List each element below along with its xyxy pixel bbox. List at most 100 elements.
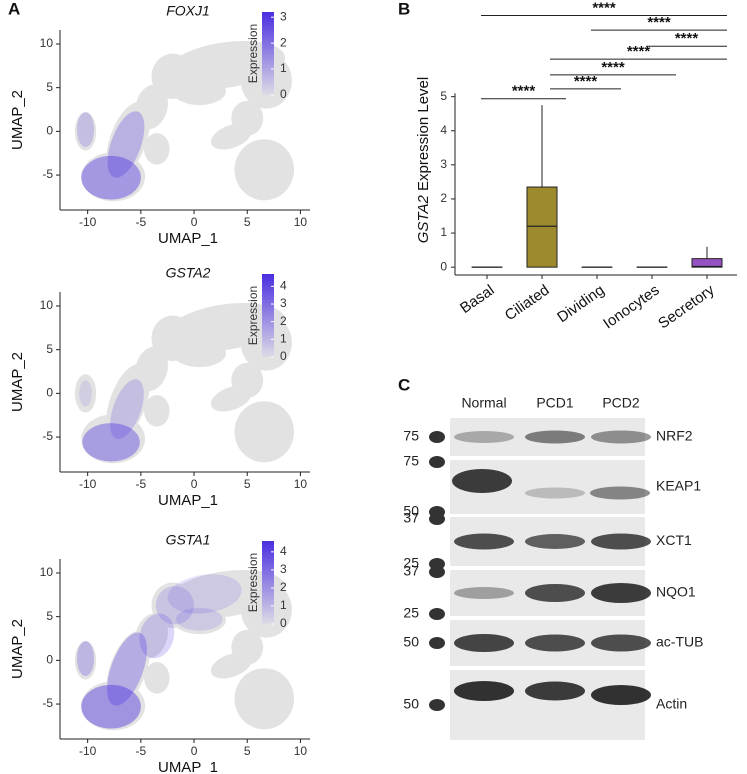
band: [454, 587, 514, 599]
marker-label: 25: [403, 555, 419, 571]
cell-cloud: [231, 629, 264, 665]
band: [525, 634, 585, 652]
y-tick-label: -5: [42, 429, 53, 443]
cell-cloud: [74, 374, 97, 413]
marker-label: 37: [403, 510, 419, 526]
expression-cloud: [167, 574, 242, 614]
expression-cloud: [155, 586, 195, 625]
significance-label: ****: [574, 73, 598, 90]
y-tick-label: 0: [46, 386, 53, 400]
band: [525, 534, 585, 549]
y-axis-label: UMAP_2: [9, 352, 26, 412]
marker-label: 75: [403, 453, 419, 469]
y-tick-label: 0: [440, 259, 447, 273]
band: [525, 430, 585, 444]
y-tick-label: 5: [46, 80, 53, 94]
colorbar-tick-label: 2: [280, 580, 287, 594]
cell-cloud: [172, 606, 226, 635]
cell-cloud: [144, 133, 170, 165]
colorbar-tick-label: 2: [280, 314, 287, 328]
y-tick-label: 5: [440, 89, 447, 103]
cell-cloud: [134, 613, 168, 659]
colorbar-label: Expression: [246, 24, 260, 83]
band: [454, 634, 514, 652]
cell-cloud: [74, 112, 97, 151]
colorbar-tick-label: 2: [280, 35, 287, 49]
x-tick-label: -10: [79, 477, 97, 491]
x-tick-label: -10: [79, 744, 97, 758]
colorbar-tick-label: 3: [280, 562, 287, 576]
band: [591, 430, 651, 444]
marker-dot: [429, 456, 445, 468]
cell-cloud: [134, 84, 168, 130]
marker-dot: [429, 566, 445, 578]
colorbar-tick-label: 1: [280, 598, 287, 612]
x-tick-label: -10: [79, 215, 97, 229]
marker-label: 25: [403, 605, 419, 621]
x-tick-label: 5: [244, 215, 251, 229]
x-tick-label: Secretory: [655, 281, 718, 332]
lane-label: Normal: [461, 395, 506, 411]
y-tick-label: 0: [46, 653, 53, 667]
significance-label: ****: [627, 43, 651, 60]
x-tick-label: -5: [136, 477, 147, 491]
x-tick-label: -5: [136, 744, 147, 758]
lane-label: PCD2: [602, 395, 640, 411]
panel-label: C: [398, 375, 410, 394]
cell-cloud: [144, 395, 170, 427]
marker-dot: [429, 431, 445, 443]
marker-dot: [429, 699, 445, 711]
colorbar-tick-label: 1: [280, 332, 287, 346]
colorbar-tick-label: 3: [280, 9, 287, 23]
y-axis-label-gene: GSTA2: [415, 195, 432, 244]
box: [526, 186, 558, 268]
band: [591, 634, 651, 652]
expression-cloud: [175, 607, 223, 631]
chart-title: FOXJ1: [166, 3, 210, 19]
y-axis-label-text: Expression Level: [415, 77, 432, 191]
y-tick-label: 3: [440, 157, 447, 171]
y-tick-label: 10: [40, 36, 54, 50]
cell-cloud: [134, 346, 168, 392]
colorbar-label: Expression: [246, 553, 260, 612]
band: [591, 533, 651, 550]
x-axis-label: UMAP_1: [158, 230, 218, 247]
protein-label: NQO1: [656, 584, 696, 600]
marker-label: 75: [403, 428, 419, 444]
x-tick-label: 0: [191, 215, 198, 229]
box: [691, 258, 723, 268]
lane-label: PCD1: [536, 395, 574, 411]
cell-cloud: [74, 641, 97, 680]
x-tick-label: -5: [136, 215, 147, 229]
x-tick-label: 5: [244, 744, 251, 758]
protein-label: NRF2: [656, 428, 693, 444]
x-tick-label: Ionocytes: [600, 282, 662, 333]
cell-cloud: [172, 339, 226, 368]
band: [525, 487, 585, 499]
x-tick-label: Ciliated: [502, 282, 553, 325]
band: [454, 431, 514, 443]
x-tick-label: 0: [191, 477, 198, 491]
y-tick-label: 10: [40, 565, 54, 579]
y-axis-label: UMAP_2: [9, 90, 26, 150]
expression-cloud: [107, 632, 147, 706]
marker-label: 50: [403, 503, 419, 519]
marker-dot: [429, 608, 445, 620]
band: [591, 685, 651, 705]
colorbar: [262, 274, 274, 357]
band: [454, 681, 514, 701]
significance-label: ****: [601, 59, 625, 76]
expression-cloud: [82, 423, 140, 462]
protein-label: ac-TUB: [656, 634, 703, 650]
x-axis-label: UMAP_1: [158, 492, 218, 509]
x-tick-label: Basal: [457, 282, 497, 317]
x-tick-label: 10: [294, 477, 308, 491]
colorbar: [262, 541, 274, 624]
marker-label: 50: [403, 696, 419, 712]
x-axis-label: UMAP_1: [158, 759, 218, 774]
colorbar-tick-label: 0: [280, 87, 287, 101]
chart-title: GSTA1: [166, 532, 211, 548]
significance-label: ****: [675, 30, 699, 47]
band: [590, 486, 650, 500]
